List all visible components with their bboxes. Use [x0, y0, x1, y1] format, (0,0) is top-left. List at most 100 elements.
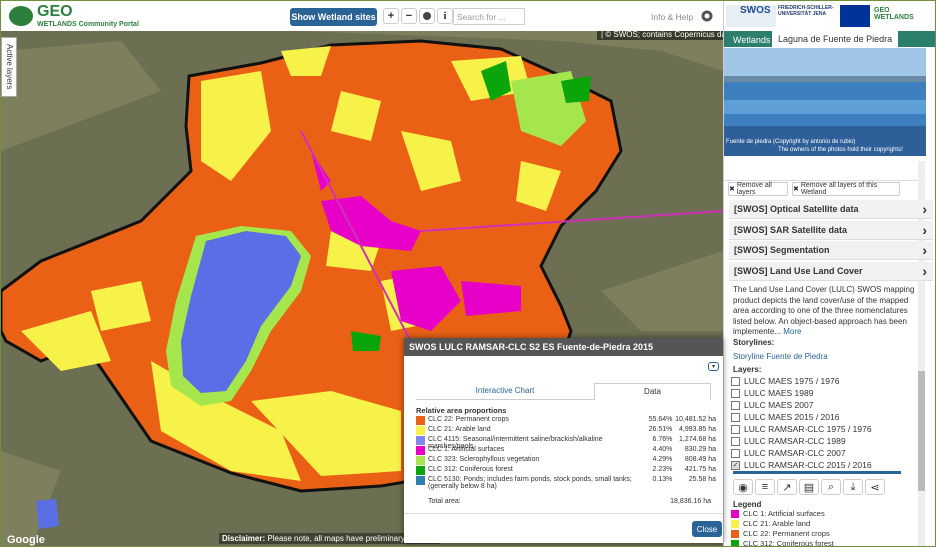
wetland-photo — [724, 48, 926, 156]
layers-label: Layers: — [733, 365, 762, 374]
accordion-header[interactable]: [SWOS] Optical Satellite data — [729, 200, 933, 219]
tool-button[interactable]: ≡ — [755, 479, 775, 495]
active-layers-tab[interactable]: Active layers — [1, 37, 17, 97]
accordion-header[interactable]: [SWOS] SAR Satellite data — [729, 220, 933, 240]
header: GEO WETLANDS Community Portal Show Wetla… — [1, 1, 723, 31]
layer-item[interactable]: LULC MAES 1975 / 1976 — [731, 376, 839, 386]
row-label: CLC 22: Permanent crops — [428, 416, 509, 423]
row-swatch — [416, 426, 425, 435]
popup-footer — [404, 513, 723, 514]
disclaimer-label: Disclaimer: — [222, 534, 266, 543]
tool-button[interactable]: ⋖ — [865, 479, 885, 495]
row-label: CLC 5130: Ponds; includes farm ponds, st… — [428, 476, 632, 490]
partner-logo: FRIEDRICH-SCHILLER-UNIVERSITÄT JENA — [778, 5, 834, 17]
settings-icon[interactable] — [701, 10, 713, 22]
layer-item[interactable]: LULC RAMSAR-CLC 1989 — [731, 436, 846, 446]
checkbox[interactable] — [731, 412, 740, 422]
row-area: 808.49 ha — [684, 456, 717, 463]
row-label: CLC 4115: Seasonal/intermittent saline/b… — [428, 436, 603, 450]
row-percent: 55.64% — [648, 416, 673, 423]
total-value: 18,836.16 ha — [670, 498, 711, 505]
layer-item[interactable]: ✓ LULC RAMSAR-CLC 2015 / 2016 — [731, 460, 872, 470]
layer-label: LULC MAES 1989 — [744, 388, 814, 398]
legend-title: Legend — [733, 500, 762, 509]
remove-wetland-label: Remove all layers of this Wetland — [800, 182, 878, 196]
zoom-in-button[interactable]: + — [383, 8, 399, 24]
tab-active[interactable]: Laguna de Fuente de Piedra — [772, 31, 899, 47]
checkbox[interactable] — [731, 376, 740, 386]
remove-wetland-button[interactable]: ✖ Remove all layers of this Wetland — [792, 182, 900, 196]
zoom-out-button[interactable]: − — [401, 8, 417, 24]
layer-item[interactable]: LULC RAMSAR-CLC 2007 — [731, 448, 846, 458]
close-button[interactable]: Close — [692, 521, 722, 537]
checkbox[interactable] — [731, 436, 740, 446]
layer-item[interactable]: LULC MAES 1989 — [731, 388, 813, 398]
remove-all-label: Remove all layers — [736, 182, 772, 196]
table-row: CLC 312: Coniferous forest 2.23% 421.75 ha — [416, 466, 716, 477]
globe-button[interactable] — [419, 8, 435, 24]
popup-title: SWOS LULC RAMSAR-CLC S2 ES Fuente-de-Pie… — [404, 338, 723, 356]
table-row: CLC 21: Arable land 26.51% 4,993.85 ha — [416, 426, 716, 437]
layer-label: LULC RAMSAR-CLC 2007 — [744, 448, 846, 458]
layer-item[interactable]: LULC MAES 2007 — [731, 400, 813, 410]
accordion-header[interactable]: [SWOS] Land Use Land Cover — [729, 261, 933, 281]
partner-logo: SWOS — [726, 5, 776, 27]
layer-item[interactable]: LULC RAMSAR-CLC 1975 / 1976 — [731, 424, 872, 434]
row-label: CLC 21: Arable land — [428, 426, 491, 433]
tool-button[interactable]: ⌕ — [821, 479, 841, 495]
logo-subtitle: WETLANDS Community Portal — [37, 21, 139, 28]
legend-swatch — [731, 519, 739, 528]
disclaimer: Disclaimer: Please note, all maps have p… — [219, 533, 441, 544]
tool-button[interactable]: ↗ — [777, 479, 797, 495]
popup-dropdown[interactable]: ▾ — [708, 362, 719, 371]
tab[interactable]: Wetlands — [733, 35, 771, 45]
legend-swatch — [731, 509, 739, 518]
checkbox[interactable]: ✓ — [731, 460, 740, 470]
legend-label: CLC 22: Permanent crops — [743, 529, 830, 538]
checkbox[interactable] — [731, 448, 740, 458]
popup-tab[interactable]: Interactive Chart — [416, 383, 594, 400]
scrollbar[interactable] — [918, 161, 925, 546]
search-input[interactable]: Search for ... — [453, 8, 525, 25]
tool-button[interactable]: ◉ — [733, 479, 753, 495]
layer-tools: ◉ ≡ ↗ ▤ ⌕ ⤓ ⋖ — [733, 479, 903, 497]
partner-logo: GEO WETLANDS — [874, 7, 914, 21]
show-sites-button[interactable]: Show Wetland sites — [290, 8, 377, 26]
opacity-slider[interactable] — [733, 471, 901, 474]
layer-label: LULC MAES 2007 — [744, 400, 814, 410]
remove-all-button[interactable]: ✖ Remove all layers — [728, 182, 788, 196]
checkbox[interactable] — [731, 424, 740, 434]
info-button[interactable]: i — [437, 8, 453, 24]
legend-item: CLC 21: Arable land — [731, 519, 810, 528]
legend-label: CLC 1: Artificial surfaces — [743, 509, 825, 518]
map[interactable]: Google — [1, 31, 723, 547]
row-percent: 4.40% — [652, 446, 673, 453]
checkbox[interactable] — [731, 400, 740, 410]
layer-item[interactable]: LULC MAES 2015 / 2016 — [731, 412, 839, 422]
row-swatch — [416, 436, 425, 445]
accordion-header[interactable]: [SWOS] Segmentation — [729, 241, 933, 260]
help-link[interactable]: Info & Help — [651, 12, 694, 22]
table-row: CLC 323: Sclerophyllous vegetation 4.29% 8… — [416, 456, 716, 467]
legend-item: CLC 312: Coniferous forest — [731, 539, 834, 546]
globe-icon — [423, 12, 431, 20]
checkbox[interactable] — [731, 388, 740, 398]
photo-caption: Fuente de piedra (Copyright by antonio d… — [726, 139, 856, 145]
storyline-link[interactable]: Storyline Fuente de Piedra — [733, 352, 828, 361]
more-link[interactable]: More — [783, 327, 802, 336]
table-row: CLC 4115: Seasonal/intermittent saline/b… — [416, 436, 716, 450]
popup-tab-active[interactable]: Data — [594, 383, 711, 400]
row-swatch — [416, 446, 425, 455]
tool-button[interactable]: ⤓ — [843, 479, 863, 495]
layer-label: LULC RAMSAR-CLC 1975 / 1976 — [744, 424, 872, 434]
row-swatch — [416, 466, 425, 475]
eu-flag — [840, 5, 870, 27]
active-layers-label: Active layers — [5, 44, 14, 90]
tool-button[interactable]: ▤ — [799, 479, 819, 495]
row-area: 421.75 ha — [684, 466, 717, 473]
photo-copyright: The owners of the photos hold their copy… — [778, 147, 903, 153]
legend-swatch — [731, 539, 739, 546]
